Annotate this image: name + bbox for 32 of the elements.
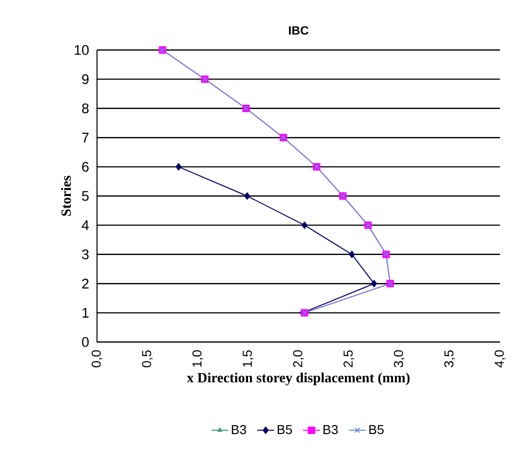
chart-title: IBC (289, 26, 308, 35)
x-tick-label: 1,0 (192, 350, 204, 367)
point (244, 192, 250, 200)
y-tick-label: 2 (82, 278, 89, 288)
x-axis-title: x Direction storey displacement (mm) (186, 372, 410, 386)
y-tick-label: 0 (82, 337, 89, 347)
y-tick-label: 7 (82, 132, 89, 142)
legend-label: B3 (324, 425, 338, 434)
point (176, 163, 182, 170)
x-tick-label: 3,0 (394, 350, 405, 368)
x-tick-label: 0,5 (142, 350, 153, 368)
y-tick-label: 8 (82, 103, 89, 114)
y-tick-label: 6 (82, 162, 89, 172)
y-tick-label: 1 (82, 308, 89, 318)
y-axis-title: Stories (61, 176, 71, 216)
x-tick-label: 3,5 (444, 350, 455, 368)
legend-label: B3 (232, 425, 246, 434)
y-tick-label: 5 (82, 191, 89, 201)
legend-label: B5 (369, 425, 384, 434)
point (302, 222, 308, 229)
y-tick-label: 4 (82, 220, 89, 230)
x-tick-label: 2,0 (293, 350, 304, 368)
x-tick-label: 0,0 (92, 350, 102, 368)
y-tick-label: 10 (74, 45, 89, 55)
x-tick-label: 4,0 (494, 350, 506, 368)
legend-label: B5 (278, 425, 292, 434)
x-tick-label: 2,5 (344, 350, 354, 368)
point (371, 280, 377, 288)
x-tick-label: 1,5 (242, 350, 254, 367)
y-tick-label: 9 (82, 74, 89, 84)
y-tick-label: 3 (82, 249, 89, 260)
point (349, 250, 355, 258)
